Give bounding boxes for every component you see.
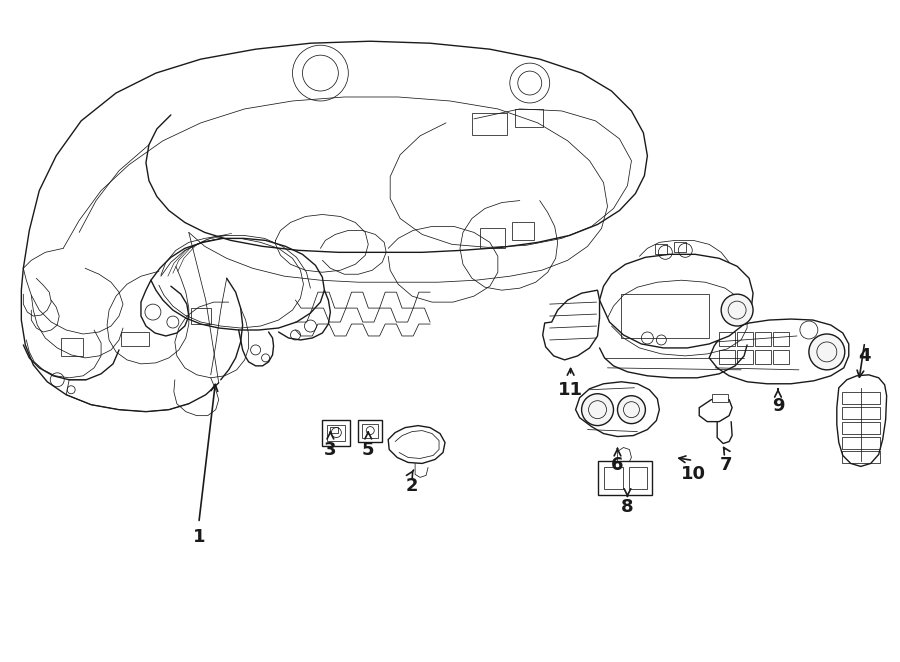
Bar (515, 109, 543, 127)
Circle shape (809, 334, 845, 370)
Bar (755, 350, 771, 364)
Bar (773, 350, 789, 364)
Bar (358, 420, 382, 442)
Text: 10: 10 (680, 465, 706, 483)
Text: 3: 3 (324, 440, 337, 459)
Bar (472, 113, 507, 135)
Text: 2: 2 (406, 477, 419, 495)
Bar (842, 451, 879, 463)
Text: 1: 1 (193, 528, 205, 546)
Polygon shape (388, 426, 445, 463)
Bar (121, 332, 148, 346)
Bar (674, 242, 687, 252)
Bar (512, 222, 534, 240)
Bar (191, 308, 211, 324)
Circle shape (617, 396, 645, 424)
Polygon shape (709, 319, 849, 384)
Bar (604, 467, 624, 489)
Bar (622, 294, 709, 338)
Bar (328, 424, 346, 440)
Bar (629, 467, 647, 489)
Bar (737, 350, 753, 364)
Polygon shape (576, 382, 660, 436)
Polygon shape (543, 290, 599, 360)
Text: 6: 6 (611, 456, 624, 475)
Polygon shape (699, 398, 732, 422)
Bar (363, 424, 378, 438)
Circle shape (581, 394, 614, 426)
Text: 4: 4 (859, 347, 871, 365)
Bar (842, 422, 879, 434)
Bar (842, 406, 879, 418)
Bar (655, 244, 667, 254)
Bar (737, 332, 753, 346)
Text: 8: 8 (621, 498, 634, 516)
Text: 7: 7 (720, 456, 733, 475)
Bar (322, 420, 350, 446)
Bar (598, 461, 652, 495)
Circle shape (721, 294, 753, 326)
Bar (712, 394, 728, 402)
Polygon shape (151, 238, 324, 330)
Bar (773, 332, 789, 346)
Bar (842, 392, 879, 404)
Bar (61, 338, 83, 356)
Polygon shape (599, 254, 753, 348)
Polygon shape (837, 375, 886, 467)
Bar (755, 332, 771, 346)
Text: 9: 9 (771, 397, 784, 414)
Bar (842, 436, 879, 448)
Bar (330, 426, 338, 432)
Bar (719, 350, 735, 364)
Bar (719, 332, 735, 346)
Text: 11: 11 (558, 381, 583, 399)
Bar (480, 228, 505, 248)
Text: 5: 5 (362, 440, 374, 459)
